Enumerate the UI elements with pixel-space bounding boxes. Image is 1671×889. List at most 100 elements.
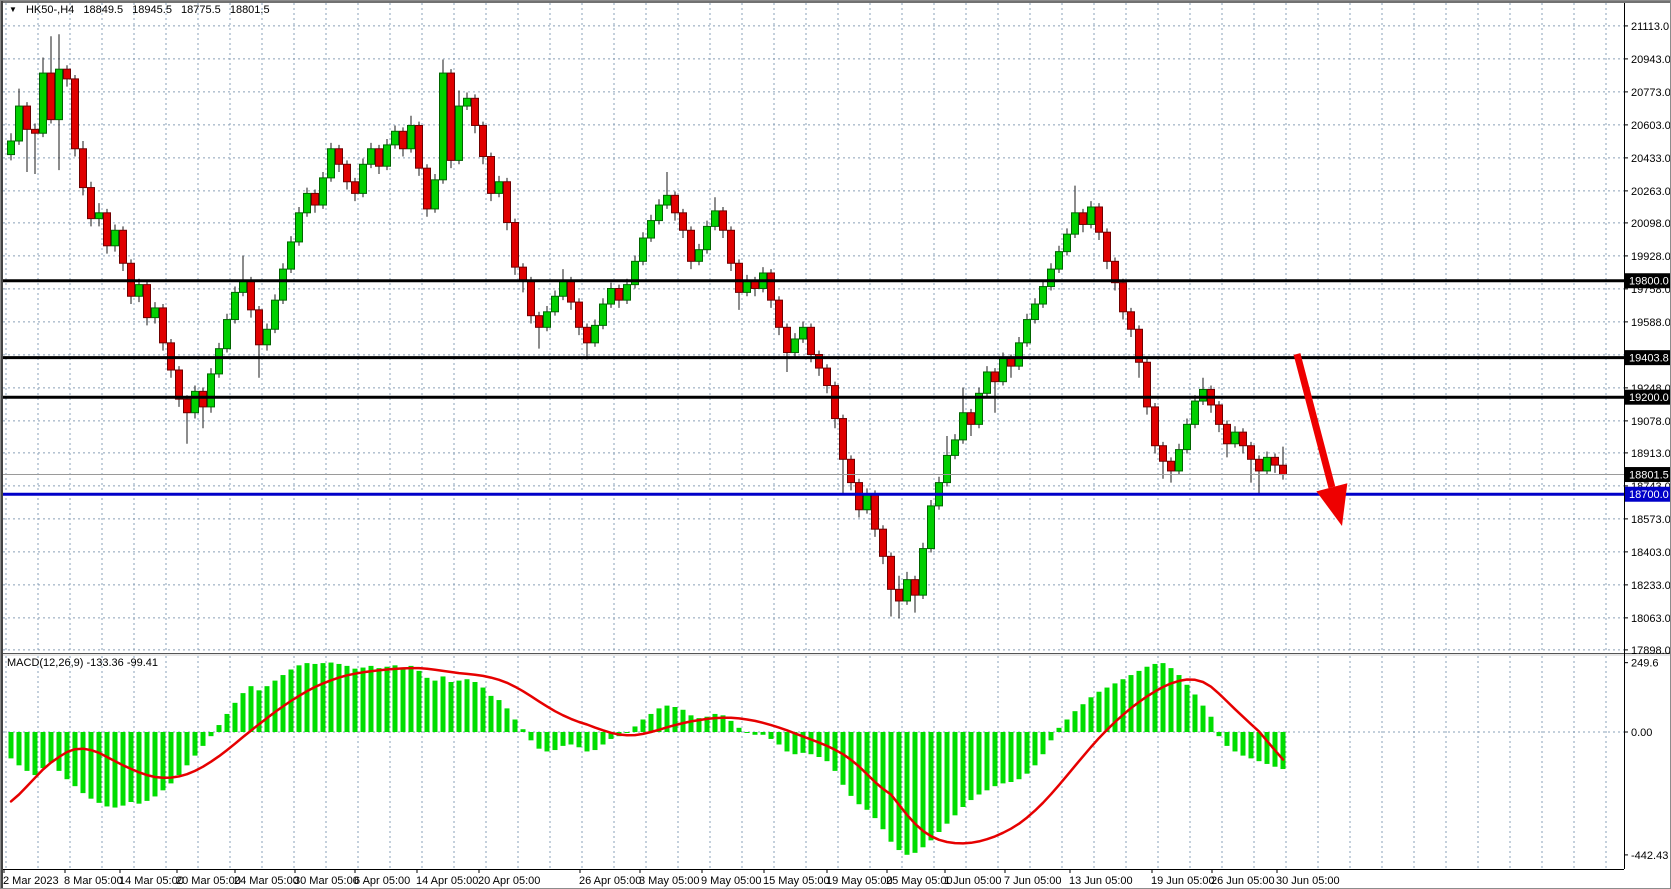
- macd-bar: [440, 676, 446, 732]
- price-badge-label: 18801.5: [1629, 470, 1669, 482]
- candle-down: [1255, 458, 1263, 472]
- candle-down: [335, 148, 343, 165]
- macd-bar: [1216, 732, 1222, 737]
- macd-bar: [784, 732, 790, 752]
- macd-bar: [560, 732, 566, 746]
- macd-bar: [776, 732, 782, 745]
- candle-up: [919, 548, 927, 596]
- price-tick-label: 20263.0: [1631, 186, 1671, 198]
- candle-down: [879, 528, 887, 557]
- candle-up: [655, 204, 663, 222]
- macd-bar: [632, 726, 638, 732]
- candle-down: [839, 418, 847, 460]
- candle-down: [815, 353, 823, 369]
- price-axis[interactable]: 21113.0 20943.0 20773.0 20603.0 20433.0 20263…: [1624, 21, 1671, 657]
- candle-down: [895, 588, 903, 602]
- macd-axis[interactable]: 249.6 0.00 -442.43: [1624, 658, 1668, 862]
- candle-down: [567, 280, 575, 303]
- macd-bar: [1144, 666, 1150, 732]
- trend-arrow-annotation[interactable]: [1293, 353, 1348, 526]
- candle-down: [1151, 406, 1159, 447]
- candle-down: [535, 315, 543, 328]
- candle-down: [311, 192, 319, 206]
- candle-down: [1095, 206, 1103, 233]
- macd-bar: [64, 732, 70, 780]
- candle-down: [1143, 361, 1151, 408]
- macd-bar: [960, 732, 966, 807]
- candle-up: [15, 105, 23, 142]
- macd-bar: [312, 663, 318, 732]
- ohlc-open: 18849.5: [83, 4, 124, 16]
- arrow-shaft: [1293, 353, 1336, 489]
- candle-up: [959, 412, 967, 441]
- candle-up: [591, 324, 599, 344]
- macd-bar: [840, 732, 846, 785]
- candle-up: [799, 326, 807, 340]
- candle-up: [695, 249, 703, 262]
- candle-down: [871, 493, 879, 530]
- macd-bar: [56, 732, 62, 771]
- macd-bar: [80, 732, 86, 794]
- macd-bar: [816, 732, 822, 757]
- macd-bar: [160, 732, 166, 791]
- macd-bar: [424, 677, 430, 732]
- candle-down: [855, 482, 863, 511]
- candle-up: [463, 97, 471, 107]
- candle-up: [1039, 286, 1047, 305]
- candle-up: [623, 284, 631, 301]
- macd-bar: [504, 708, 510, 732]
- candle-down: [991, 371, 999, 383]
- candle-up: [295, 212, 303, 243]
- candle-up: [559, 280, 567, 297]
- macd-bar: [1240, 732, 1246, 756]
- price-tick-label: 19078.0: [1631, 416, 1671, 428]
- macd-histogram: [8, 662, 1286, 855]
- time-tick-label: 14 Mar 05:00: [119, 875, 184, 887]
- candle-up: [407, 124, 415, 150]
- price-tick-label: 20098.0: [1631, 218, 1671, 230]
- macd-bar: [200, 732, 206, 746]
- time-tick-label: 20 Mar 05:00: [176, 875, 241, 887]
- indicator-label: MACD(12,26,9) -133.36 -99.41: [7, 657, 159, 669]
- macd-bar: [736, 727, 742, 732]
- symbol-dropdown-icon[interactable]: ▼: [9, 5, 17, 14]
- candle-down: [175, 369, 183, 400]
- macd-bar: [1192, 694, 1198, 732]
- chart-title: ▼ HK50-,H4 18849.5 18945.5 18775.5 18801…: [9, 4, 276, 16]
- macd-bar: [1248, 732, 1254, 759]
- candle-up: [7, 140, 15, 156]
- macd-bar: [248, 686, 254, 732]
- price-tick-label: 20433.0: [1631, 153, 1671, 165]
- macd-bar: [304, 663, 310, 732]
- candle-up: [1263, 456, 1271, 472]
- candle-down: [807, 326, 815, 355]
- candle-down: [479, 124, 487, 158]
- candle-up: [1015, 342, 1023, 367]
- macd-bar: [976, 732, 982, 795]
- macd-bar: [936, 732, 942, 832]
- macd-bar: [944, 732, 950, 824]
- candle-down: [775, 299, 783, 328]
- candle-down: [399, 130, 407, 150]
- macd-bar: [368, 665, 374, 732]
- macd-bar: [208, 732, 214, 737]
- macd-panel[interactable]: [8, 662, 1286, 855]
- candle-up: [111, 229, 119, 247]
- price-tick-label: 18913.0: [1631, 448, 1671, 460]
- candle-down: [783, 326, 791, 354]
- candle-up: [239, 280, 247, 293]
- candle-up: [1175, 449, 1183, 472]
- candle-up: [1199, 388, 1207, 402]
- time-tick-label: 26 Jun 05:00: [1211, 875, 1275, 887]
- candle-up: [495, 181, 503, 194]
- macd-bar: [536, 732, 542, 749]
- macd-bar: [1072, 711, 1078, 732]
- candle-down: [831, 385, 839, 420]
- macd-bar: [1256, 732, 1262, 762]
- macd-bar: [144, 732, 150, 801]
- candle-up: [263, 328, 271, 346]
- candle-down: [143, 284, 151, 319]
- macd-bar: [568, 732, 574, 745]
